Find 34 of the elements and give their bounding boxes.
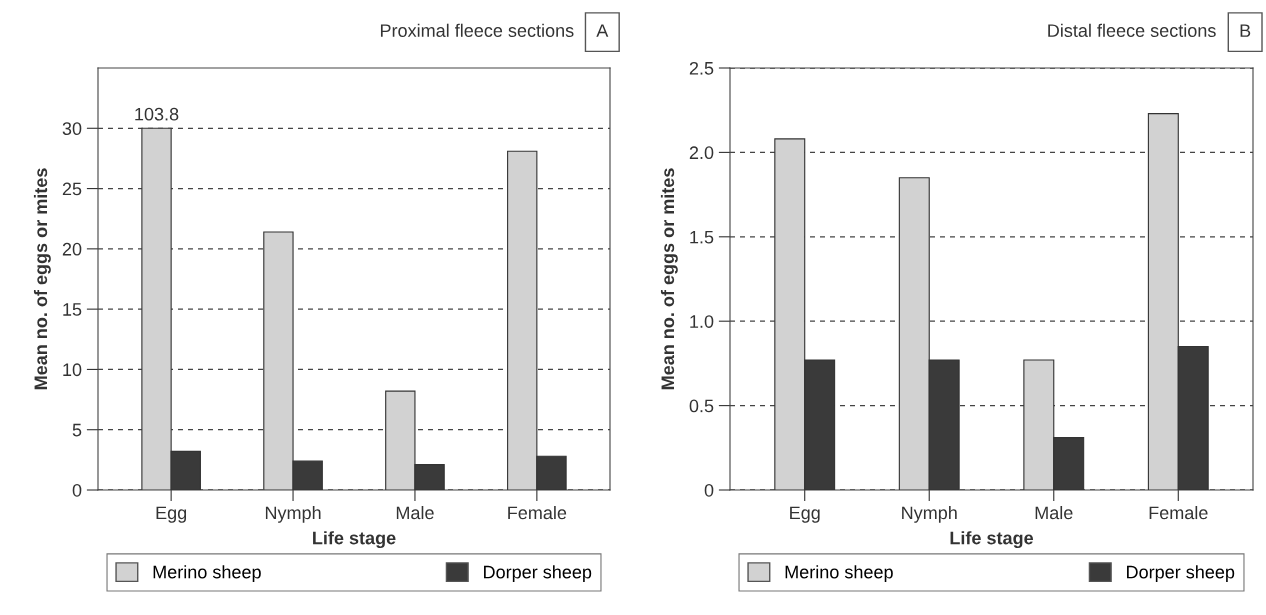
text: B <box>1240 24 1251 37</box>
legend-label: Dorper sheep <box>1127 565 1235 583</box>
legend-label: Dorper sheep <box>484 565 592 583</box>
legend-label: Merino sheep <box>785 565 893 583</box>
x-axis-title: Life stage <box>313 531 396 549</box>
y-tick-label: 5 <box>72 423 82 437</box>
x-tick-label: Nymph <box>265 505 321 523</box>
y-tick-label: 0 <box>72 483 82 497</box>
x-tick-label: Nymph <box>902 505 957 523</box>
y-tick-label: 15 <box>63 303 82 316</box>
chart-title: Distal fleece sections <box>1048 23 1216 37</box>
x-tick-label: Female <box>1149 505 1208 520</box>
y-tick-label: 0.5 <box>689 399 714 413</box>
text: A <box>596 24 609 37</box>
chart-title: Proximal fleece sections <box>380 23 574 37</box>
y-tick-label: 0 <box>704 483 714 497</box>
y-tick-label: 25 <box>62 182 82 196</box>
x-tick-label: Male <box>1035 505 1073 520</box>
y-axis-title: Mean no. of eggs or mites <box>660 168 678 390</box>
y-tick-label: 1.5 <box>690 230 714 244</box>
y-tick-label: 10 <box>63 363 82 377</box>
x-tick-label: Female <box>508 505 567 520</box>
y-tick-label: 30 <box>62 122 82 136</box>
x-axis-title: Life stage <box>950 531 1034 549</box>
x-tick-label: Male <box>396 505 434 520</box>
y-axis-title: Mean no. of eggs or mites <box>33 168 51 390</box>
y-tick-label: 2.5 <box>689 61 714 75</box>
y-tick-label: 2.0 <box>689 146 714 160</box>
legend-label: Merino sheep <box>153 565 261 583</box>
y-tick-label: 20 <box>62 242 82 256</box>
y-tick-label: 1.0 <box>690 315 714 328</box>
annotation: 103.8 <box>135 107 179 121</box>
x-tick-label: Egg <box>156 506 187 523</box>
x-tick-label: Egg <box>790 506 820 523</box>
